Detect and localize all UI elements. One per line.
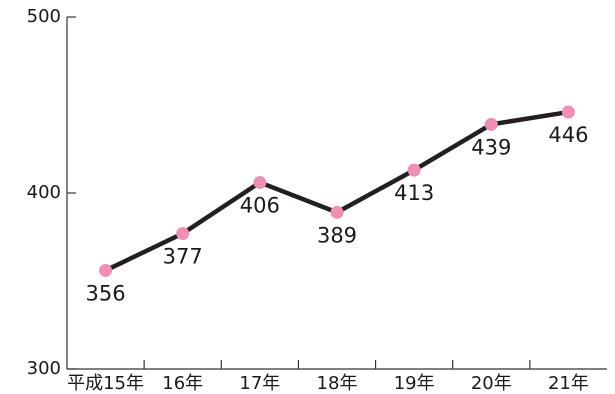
x-tick-label: 16年 [162,373,203,394]
data-point-marker [99,263,113,277]
data-labels: 356 377 406 389 413 439 446 [86,123,589,305]
data-label: 413 [394,181,434,205]
data-point-marker [253,175,267,189]
data-point-marker [407,163,421,177]
data-point-marker [330,205,344,219]
data-series [99,105,575,277]
x-tick-label: 17年 [239,373,280,394]
data-point-marker [484,117,498,131]
y-tick-label: 300 [27,358,61,379]
x-axis-ticks: 平成15年 16年 17年 18年 19年 20年 21年 [67,360,589,394]
data-label: 356 [86,281,126,305]
data-label: 389 [317,223,357,247]
y-tick-label: 400 [27,182,61,203]
data-label: 377 [163,244,203,268]
x-tick-label: 平成15年 [67,373,144,394]
axes [66,17,607,370]
x-tick-label: 18年 [317,373,358,394]
data-label: 439 [471,135,511,159]
data-point-marker [561,105,575,119]
y-axis-ticks: 300 400 500 [27,6,76,379]
y-tick-label: 500 [27,6,61,27]
x-tick-label: 19年 [394,373,435,394]
x-tick-label: 20年 [471,373,512,394]
data-label: 406 [240,193,280,217]
x-tick-label: 21年 [548,373,589,394]
data-label: 446 [548,123,588,147]
data-point-marker [176,226,190,240]
